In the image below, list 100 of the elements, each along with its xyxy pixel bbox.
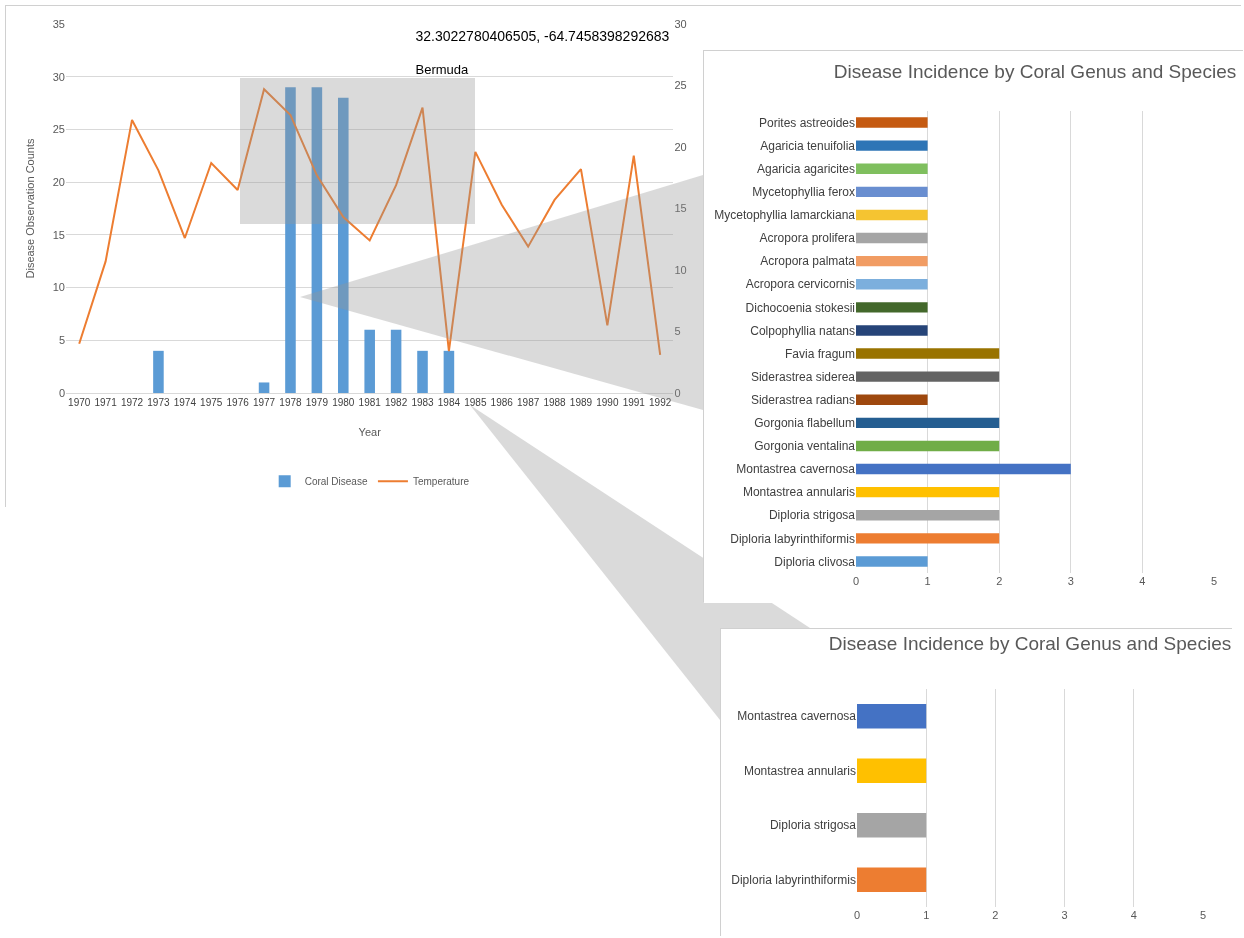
y-tick-label: Dichocoenia stokesii	[745, 300, 855, 315]
y-tick-label: Siderastrea siderea	[750, 369, 856, 384]
y-tick-label: Montastrea cavernosa	[737, 709, 857, 724]
y-tick-label: Mycetophyllia ferox	[752, 185, 855, 200]
x-tick-label: 5	[1210, 575, 1218, 587]
y-tick-label: Montastrea annularis	[743, 763, 856, 778]
x-tick-label: 1977	[252, 397, 276, 408]
x-axis-title: Year	[358, 426, 382, 438]
x-tick-label: 1988	[543, 397, 567, 408]
y2-tick-label: 15	[674, 202, 687, 215]
y-tick-label: Colpophyllia natans	[750, 323, 855, 338]
bar	[856, 255, 928, 267]
x-tick-label: 1976	[226, 397, 250, 408]
x-tick-label: 1989	[569, 397, 593, 408]
y-tick-label: Montastrea annularis	[742, 485, 855, 500]
x-tick-label: 1970	[68, 397, 91, 408]
bar	[390, 329, 402, 393]
x-tick-label: 1992	[649, 397, 672, 408]
bar	[443, 350, 455, 393]
legend-label: Coral Disease	[304, 476, 368, 488]
bar	[856, 556, 928, 567]
y-tick-label: Diploria labyrinthiformis	[730, 531, 855, 546]
x-tick-label: 1975	[200, 397, 223, 408]
bar	[856, 533, 1000, 544]
chart-title: Disease Incidence by Coral Genus and Species	[833, 61, 1237, 83]
bar	[338, 97, 349, 393]
bar	[856, 209, 928, 221]
bar	[856, 117, 928, 128]
bar	[856, 510, 1000, 521]
bar	[417, 350, 428, 393]
y2-tick-label: 0	[674, 386, 681, 399]
y-tick-label: Porites astreoides	[758, 115, 855, 130]
x-tick-label: 1990	[596, 397, 619, 408]
y2-tick-label: 10	[674, 263, 687, 276]
y-tick-label: Diploria strigosa	[769, 818, 857, 833]
y-tick-label: Gorgonia flabellum	[754, 416, 855, 431]
x-tick-label: 1981	[358, 397, 382, 408]
x-tick-label: 1973	[147, 397, 170, 408]
y-tick-label: Gorgonia ventalina	[754, 439, 856, 454]
x-tick-label: 1991	[622, 397, 646, 408]
x-tick-label: 1982	[384, 397, 408, 408]
y-tick-label: Mycetophyllia lamarckiana	[714, 208, 856, 223]
y-tick-label: Diploria labyrinthiformis	[731, 872, 856, 887]
y-tick-label: Siderastrea radians	[750, 392, 855, 407]
y2-tick-label: 20	[674, 140, 687, 153]
bar	[856, 302, 928, 313]
bar	[258, 382, 270, 393]
x-tick-label: 1978	[279, 397, 303, 408]
text: Bermuda	[415, 61, 470, 77]
chart-title: 32.3022780406505, -64.7458398292683	[415, 27, 670, 44]
y-tick-label: 0	[58, 386, 65, 399]
chart-title: Disease Incidence by Coral Genus and Species	[828, 633, 1232, 654]
x-tick-label: 5	[1199, 909, 1207, 921]
x-tick-label: 1985	[464, 397, 487, 408]
bar	[311, 87, 323, 393]
y-tick-label: Acropora prolifera	[759, 231, 856, 246]
bar	[856, 440, 1000, 452]
x-tick-label: 1986	[490, 397, 514, 408]
bar	[856, 486, 1000, 498]
x-tick-label: 4	[1139, 575, 1146, 587]
x-tick-label: 2	[992, 909, 999, 921]
bar	[856, 394, 928, 405]
y-tick-label: Diploria clivosa	[774, 554, 856, 569]
x-tick-label: 1979	[305, 397, 329, 408]
bar	[364, 329, 375, 393]
x-tick-label: 1983	[411, 397, 435, 408]
y-tick-label: 5	[58, 334, 65, 347]
x-tick-label: 4	[1130, 909, 1137, 921]
y-tick-label: Acropora palmata	[760, 254, 856, 269]
bar	[856, 348, 1000, 359]
bar	[856, 163, 928, 174]
y-tick-label: Agaricia agaricites	[756, 161, 855, 176]
bar	[285, 87, 296, 393]
y-tick-label: 10	[52, 281, 65, 294]
bar	[856, 417, 1000, 429]
x-tick-label: 2	[996, 575, 1003, 587]
y-tick-label: 30	[52, 70, 65, 83]
y-tick-label: Acropora cervicornis	[745, 277, 855, 292]
x-tick-label: 1980	[332, 397, 355, 408]
bar	[856, 371, 1000, 382]
x-tick-label: 1971	[94, 397, 118, 408]
x-tick-label: 1987	[517, 397, 540, 408]
y-axis-title: Disease Observation Counts	[24, 137, 36, 279]
y-tick-label: 15	[52, 228, 65, 241]
y-tick-label: Agaricia tenuifolia	[760, 138, 856, 153]
y-tick-label: Diploria strigosa	[768, 508, 856, 523]
x-tick-label: 3	[1061, 909, 1068, 921]
bar	[856, 232, 928, 244]
bar	[856, 279, 928, 290]
y-tick-label: Favia fragum	[784, 346, 855, 361]
bar	[856, 325, 928, 336]
x-tick-label: 1984	[437, 397, 461, 408]
y2-tick-label: 5	[674, 325, 681, 338]
y2-tick-label: 25	[674, 79, 687, 92]
bar	[856, 140, 928, 151]
y-tick-label: 25	[52, 123, 65, 136]
x-tick-label: 1974	[173, 397, 197, 408]
y2-tick-label: 30	[674, 17, 687, 30]
bar	[153, 350, 164, 393]
bar	[856, 463, 1071, 475]
